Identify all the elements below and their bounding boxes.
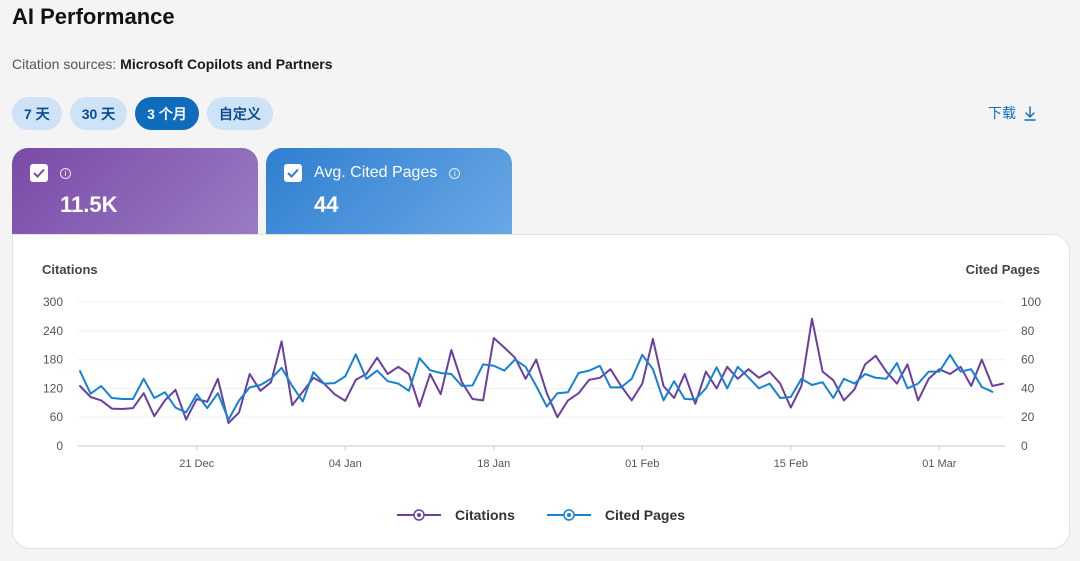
legend-label-cited-pages: Cited Pages [604, 507, 686, 523]
cited-pages-metric-card[interactable]: Avg. Cited Pages i 44 [266, 148, 512, 248]
right-tick-label: 20 [1021, 410, 1035, 424]
x-tick-label: 21 Dec [179, 458, 214, 470]
range-30-days-button[interactable]: 30 天 [69, 97, 128, 130]
citations-checkbox[interactable] [30, 164, 48, 182]
right-axis-title: Cited Pages [965, 262, 1040, 277]
download-label: 下载 [988, 105, 1016, 121]
x-tick-label: 18 Jan [477, 458, 510, 470]
legend-marker-citations [396, 509, 441, 521]
left-tick-label: 240 [43, 324, 63, 338]
series-line-citations [79, 317, 1004, 424]
chart-legend: Citations Cited Pages [13, 507, 1069, 523]
x-tick-label: 01 Feb [625, 458, 659, 470]
cited-pages-label: Avg. Cited Pages [314, 164, 438, 181]
legend-item-citations[interactable]: Citations [396, 507, 515, 523]
left-tick-label: 120 [43, 381, 63, 395]
range-custom-button[interactable]: 自定义 [206, 97, 273, 130]
right-tick-label: 0 [1021, 439, 1028, 453]
right-tick-label: 100 [1021, 295, 1041, 309]
range-7-days-button[interactable]: 7 天 [12, 97, 62, 130]
right-tick-label: 40 [1021, 381, 1035, 395]
right-tick-label: 80 [1021, 324, 1035, 338]
cited-pages-value: 44 [314, 192, 339, 217]
legend-marker-cited-pages [546, 509, 591, 521]
date-range-selector: 7 天 30 天 3 个月 自定义 [12, 97, 273, 130]
download-icon [1024, 105, 1036, 121]
citation-sources-label: Citation sources: [12, 56, 117, 72]
right-tick-label: 60 [1021, 353, 1035, 367]
legend-label-citations: Citations [454, 507, 515, 523]
info-icon[interactable]: i [60, 167, 71, 179]
citation-sources-value: Microsoft Copilots and Partners [120, 56, 333, 72]
range-3-months-button[interactable]: 3 个月 [135, 97, 199, 130]
x-tick-label: 15 Feb [774, 458, 808, 470]
legend-item-cited-pages[interactable]: Cited Pages [546, 507, 686, 523]
citations-metric-card[interactable]: i 11.5K [12, 148, 258, 248]
cited-pages-checkbox[interactable] [284, 164, 302, 182]
line-chart: 300 100 240 80 180 60 120 40 60 20 0 0 21 Dec 04 Jan 1… [43, 295, 1041, 470]
left-axis-title: Citations [42, 262, 98, 277]
left-tick-label: 60 [50, 410, 64, 424]
info-icon[interactable]: i [449, 167, 461, 179]
citations-value: 11.5K [60, 192, 118, 217]
page-title: AI Performance [12, 4, 175, 29]
left-tick-label: 0 [56, 439, 63, 453]
left-tick-label: 300 [43, 295, 63, 309]
series-line-cited-pages [79, 353, 994, 421]
x-tick-label: 01 Mar [922, 458, 957, 470]
checkmark-icon [33, 168, 45, 178]
checkmark-icon [287, 168, 299, 178]
left-tick-label: 180 [43, 353, 63, 367]
download-button[interactable]: 下载 [988, 103, 1036, 123]
citation-sources: Citation sources: Microsoft Copilots and… [12, 56, 333, 72]
x-tick-label: 04 Jan [329, 458, 362, 470]
chart-panel: Citations Cited Pages 300 100 240 80 180 60 12… [12, 234, 1070, 549]
